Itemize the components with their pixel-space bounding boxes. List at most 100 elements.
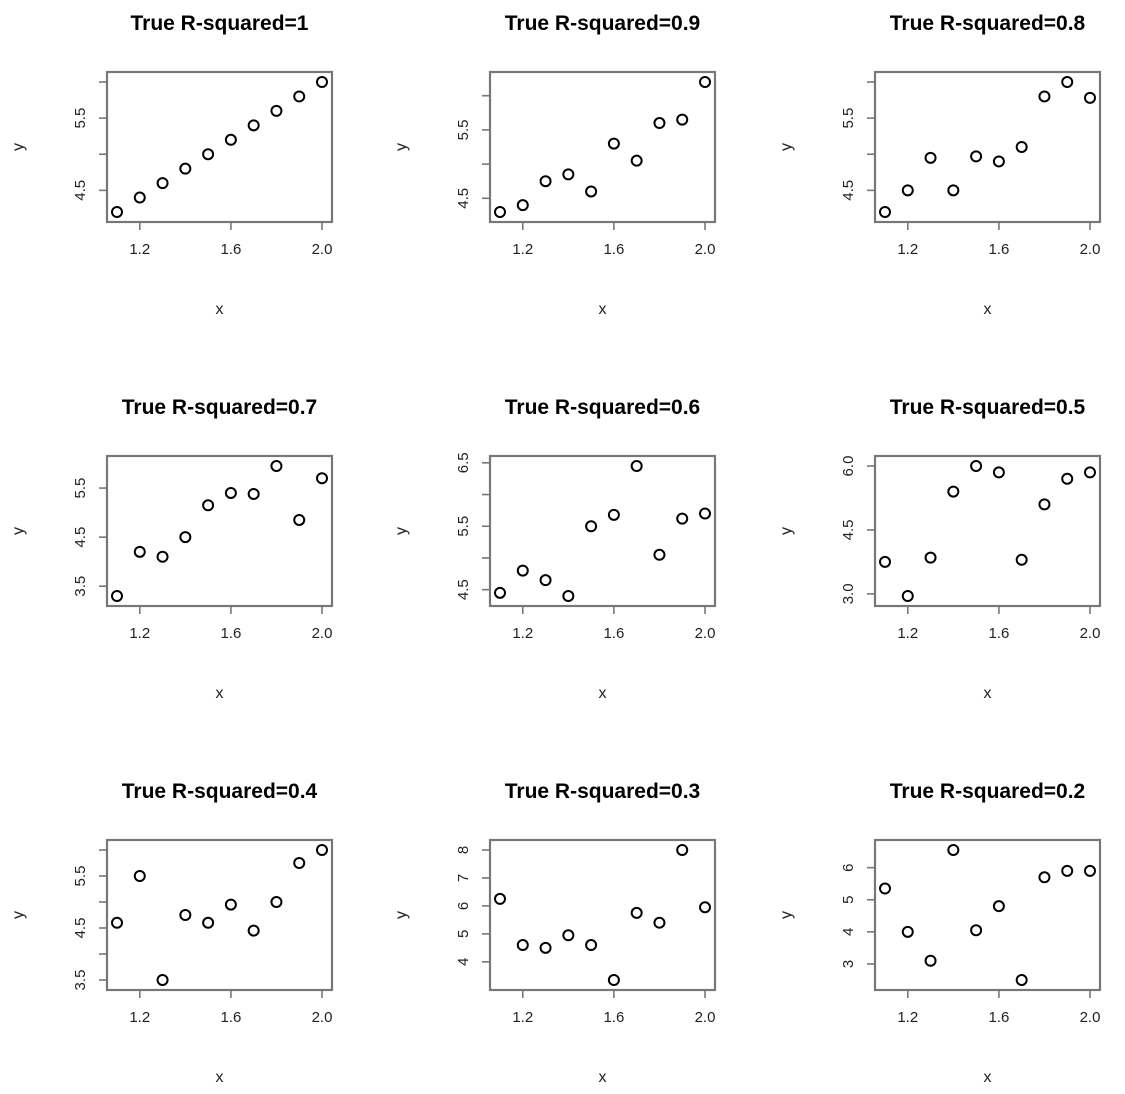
x-axis-label: x: [599, 685, 607, 702]
data-point: [133, 545, 146, 558]
x-tick-label: 1.6: [988, 1009, 1009, 1026]
x-tick-label: 1.6: [603, 1009, 624, 1026]
data-point: [1084, 864, 1096, 877]
data-point: [585, 939, 598, 952]
data-point: [630, 460, 643, 472]
x-axis-label: x: [599, 1069, 607, 1086]
plot-frame: [488, 454, 717, 608]
x-axis-label: x: [216, 1069, 224, 1086]
data-point: [316, 76, 328, 88]
data-point: [879, 882, 891, 895]
x-axis-label: x: [599, 301, 607, 318]
y-tick-label: 3.5: [72, 970, 89, 991]
scatter-panel-5: True R-squared=0.6 1.2 1.6 2.0 4.5 5.5 6.5 x y: [393, 396, 717, 702]
y-tick-label: 5.5: [840, 108, 857, 129]
data-point: [1038, 871, 1051, 884]
data-point: [111, 206, 123, 218]
data-point: [202, 499, 215, 512]
data-point: [699, 76, 711, 88]
x-tick-label: 1.2: [512, 1009, 533, 1026]
y-tick-label: 4.5: [840, 520, 857, 541]
data-point: [516, 939, 529, 952]
y-axis-label: y: [10, 143, 27, 151]
x-axis-label: x: [216, 685, 224, 702]
data-point: [970, 460, 983, 472]
data-point: [699, 901, 711, 914]
data-point: [970, 924, 983, 937]
y-tick-label: 4: [840, 928, 857, 936]
x-tick-label: 2.0: [312, 625, 333, 642]
data-point: [316, 844, 328, 856]
y-tick-label: 4.5: [840, 180, 857, 201]
scatter-panel-2: True R-squared=0.9 1.2 1.6 2.0 4.5 5.5 x y: [393, 12, 717, 318]
data-point: [924, 954, 937, 967]
data-point: [247, 487, 260, 500]
plot-frame: [105, 70, 334, 224]
data-point: [1015, 553, 1028, 566]
data-point: [111, 916, 123, 929]
data-point: [970, 150, 983, 163]
x-tick-label: 1.2: [897, 241, 918, 258]
y-tick-label: 5: [840, 896, 857, 904]
data-point: [156, 550, 169, 563]
data-point: [947, 844, 960, 856]
x-tick-label: 1.2: [512, 241, 533, 258]
x-tick-label: 1.6: [988, 241, 1009, 258]
y-tick-label: 5: [455, 930, 472, 938]
y-tick-label: 3.5: [72, 576, 89, 597]
panel-title: True R-squared=0.7: [122, 396, 318, 419]
x-tick-label: 2.0: [1080, 241, 1101, 258]
x-axis-label: x: [984, 301, 992, 318]
scatter-panel-4: True R-squared=0.7 1.2 1.6 2.0 3.5 4.5 5.5 x y: [10, 396, 334, 702]
data-point: [1061, 472, 1074, 485]
data-point: [653, 916, 666, 929]
x-tick-label: 2.0: [695, 241, 716, 258]
y-tick-label: 5.5: [455, 119, 472, 140]
data-point: [879, 206, 891, 218]
panel-title: True R-squared=0.3: [505, 780, 701, 803]
data-point: [901, 590, 914, 602]
y-tick-label: 5.5: [72, 108, 89, 129]
x-axis-label: x: [216, 301, 224, 318]
plot-frame: [488, 70, 717, 224]
scatter-panel-8: True R-squared=0.3 1.2 1.6 2.0 4 5 6 7 8 x y: [393, 780, 717, 1086]
data-point: [202, 148, 215, 161]
data-point: [179, 162, 192, 175]
data-point: [202, 916, 215, 929]
data-point: [179, 909, 192, 921]
x-tick-label: 1.6: [220, 241, 241, 258]
data-point: [539, 941, 552, 954]
x-tick-label: 1.2: [129, 1009, 150, 1026]
data-point: [585, 520, 598, 533]
data-point: [630, 906, 643, 919]
data-point: [494, 892, 506, 905]
y-axis-label: y: [10, 527, 27, 535]
y-tick-label: 4: [455, 958, 472, 966]
data-point: [224, 486, 237, 499]
y-axis-label: y: [10, 911, 27, 919]
data-point: [539, 574, 552, 587]
panel-title: True R-squared=0.6: [505, 396, 701, 419]
y-tick-label: 4.5: [72, 527, 89, 548]
x-tick-label: 1.2: [897, 625, 918, 642]
y-tick-label: 6: [455, 902, 472, 910]
data-point: [699, 507, 711, 520]
y-tick-label: 6.5: [455, 452, 472, 473]
data-point: [179, 531, 192, 544]
y-tick-label: 4.5: [72, 180, 89, 201]
data-point: [293, 857, 306, 869]
y-tick-label: 7: [455, 874, 472, 882]
data-point: [607, 974, 620, 986]
data-point: [653, 117, 666, 130]
panel-title: True R-squared=0.9: [505, 12, 701, 35]
data-point: [1084, 91, 1096, 104]
data-point: [224, 898, 237, 911]
data-point: [111, 590, 123, 602]
y-tick-label: 5.5: [72, 478, 89, 499]
y-axis-label: y: [393, 143, 410, 151]
data-point: [562, 168, 575, 181]
data-point: [562, 929, 575, 942]
data-point: [1015, 974, 1028, 986]
x-tick-label: 1.2: [129, 241, 150, 258]
plot-frame: [873, 70, 1102, 224]
